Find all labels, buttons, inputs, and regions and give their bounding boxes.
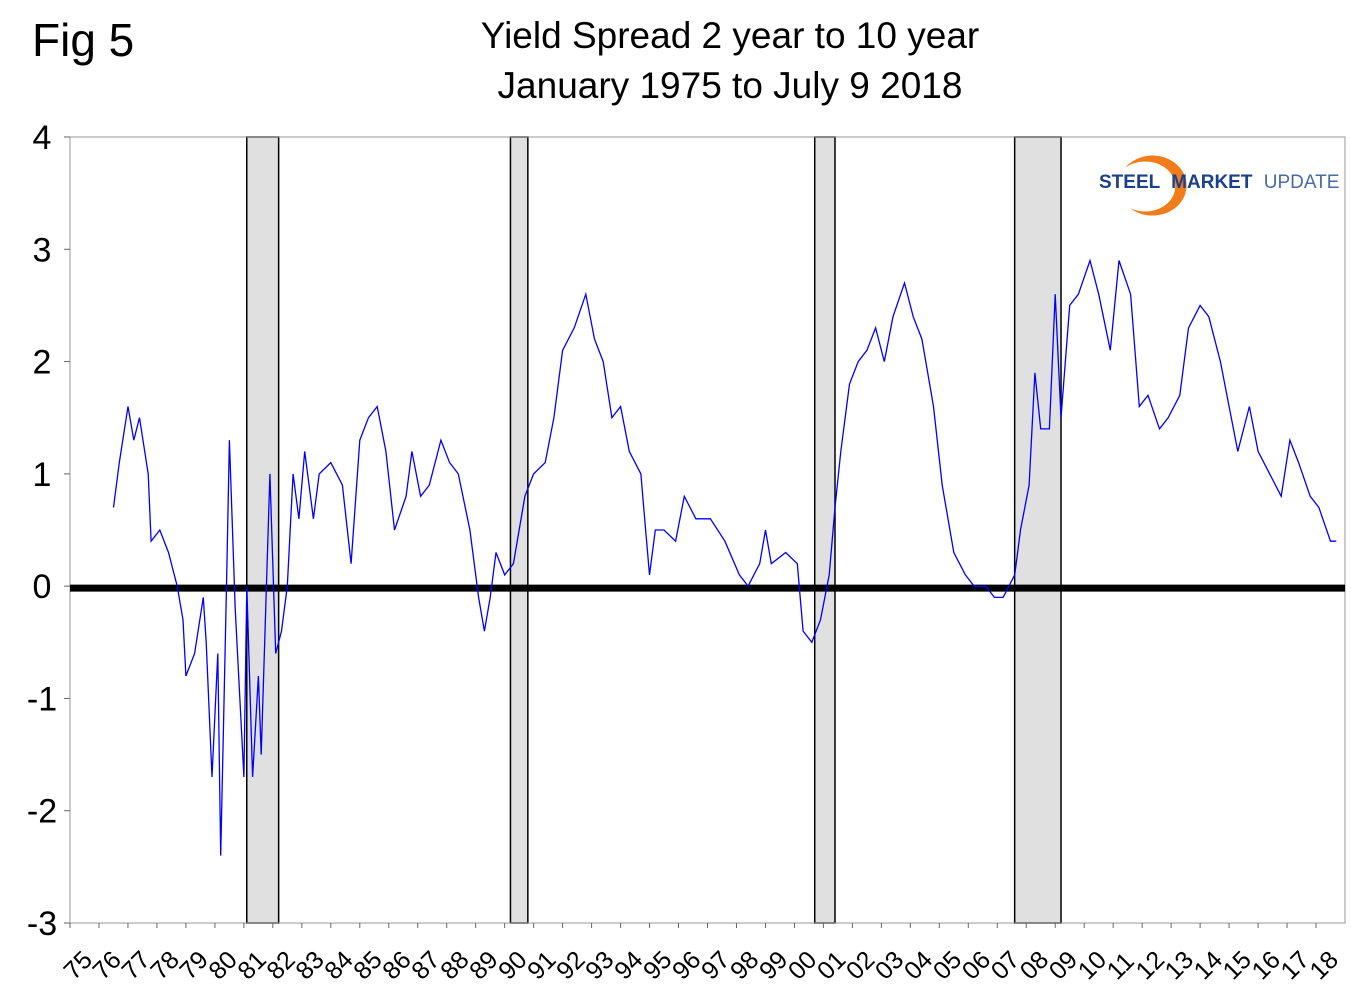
y-tick-label: -3: [27, 905, 57, 943]
y-tick-label: 2: [33, 344, 52, 382]
y-axis: 4 3 2 1 0 -1 -2 -3: [27, 119, 70, 943]
recession-bands: [246, 136, 1062, 924]
chart-title: Yield Spread 2 year to 10 year: [481, 15, 979, 56]
y-tick-label: -1: [27, 680, 57, 718]
chart-subtitle: January 1975 to July 9 2018: [498, 65, 963, 106]
y-tick-label: 4: [33, 119, 52, 157]
x-axis: 7576777879808182838485868788899091929394…: [58, 923, 1344, 985]
y-tick-label: -2: [27, 793, 57, 831]
logo-market: MARKET: [1171, 172, 1253, 193]
recession-band: [813, 136, 836, 924]
logo: STEEL MARKET UPDATE: [1099, 155, 1339, 216]
logo-steel: STEEL: [1099, 172, 1161, 193]
logo-swoosh-icon: [1125, 155, 1187, 216]
svg-text:STEEL MARKET UPDAT: STEEL MARKET UPDATE: [1099, 172, 1339, 193]
y-tick-label: 1: [33, 456, 52, 494]
x-tick-label: 18: [1304, 946, 1343, 985]
y-tick-label: 3: [33, 231, 52, 269]
logo-update: UPDATE: [1264, 172, 1340, 193]
y-tick-label: 0: [33, 568, 52, 606]
recession-band: [1013, 136, 1062, 924]
series-line-spread: [112, 258, 1337, 856]
recession-band: [246, 136, 280, 924]
fig-label: Fig 5: [32, 14, 134, 66]
